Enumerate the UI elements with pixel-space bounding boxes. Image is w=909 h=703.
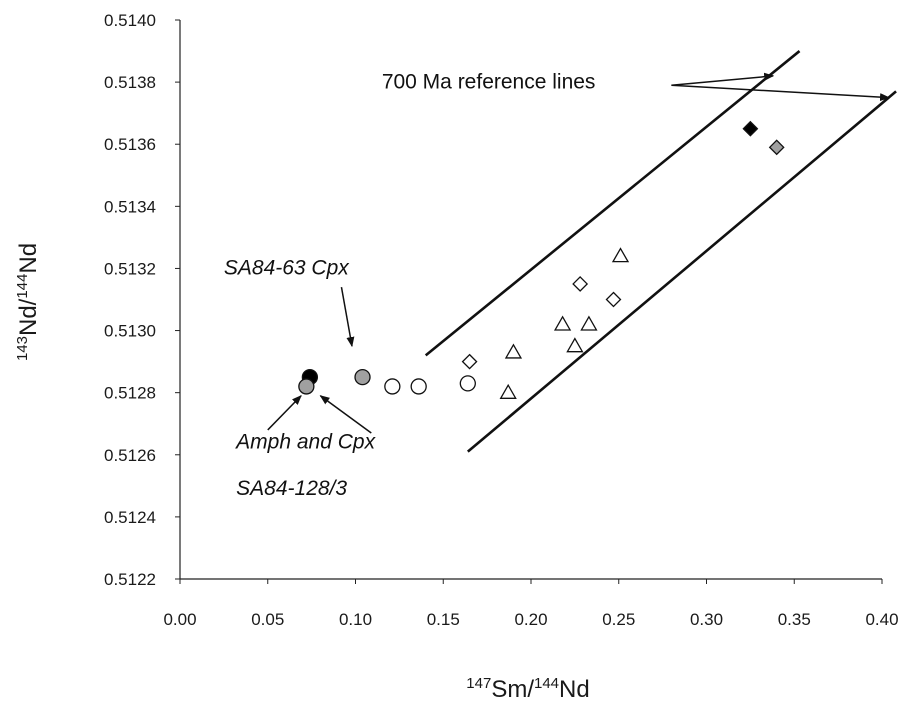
y-tick-label: 0.5130: [104, 322, 156, 341]
annotation-label: SA84-128/3: [236, 477, 347, 500]
data-point-triangle: [566, 337, 584, 353]
y-axis-title: 143Nd/144Nd: [14, 243, 42, 361]
data-point-triangle: [580, 315, 598, 331]
y-tick-label: 0.5126: [104, 446, 156, 465]
data-point-circle: [384, 378, 401, 395]
x-tick-label: 0.30: [690, 610, 723, 629]
x-tick-label: 0.25: [602, 610, 635, 629]
x-axis-title-main: Sm/: [491, 676, 534, 703]
x-tick-label: 0.35: [778, 610, 811, 629]
reference-lines: [424, 50, 897, 453]
x-tick-label: 0.10: [339, 610, 372, 629]
annotation-arrow: [671, 84, 891, 102]
y-axis-title-tail: Nd: [15, 243, 42, 274]
data-point-diamond: [461, 353, 478, 370]
annotation-label: 700 Ma reference lines: [382, 70, 596, 93]
y-tick-label: 0.5134: [104, 197, 156, 216]
data-point-circle: [459, 375, 476, 392]
reference-line: [466, 90, 897, 453]
annotations: 700 Ma reference lines SA84-63 Cpx Amph an…: [224, 70, 891, 500]
data-point-circle: [298, 378, 315, 395]
data-point-circle: [410, 378, 427, 395]
data-point-diamond: [605, 291, 622, 308]
y-tick-label: 0.5132: [104, 259, 156, 278]
data-point-triangle: [504, 343, 523, 359]
x-axis-title-sup1: 147: [466, 675, 491, 692]
annotation-arrow: [340, 286, 355, 348]
data-point-circle: [354, 368, 371, 386]
x-axis-title: 147Sm/144Nd: [466, 675, 589, 703]
annotation-arrow: [671, 72, 775, 86]
data-point-triangle: [553, 315, 572, 331]
x-axis-title-sup2: 144: [534, 675, 559, 692]
reference-line: [424, 50, 801, 357]
data-point-diamond: [768, 139, 785, 156]
y-tick-label: 0.5122: [104, 570, 156, 589]
x-tick-label: 0.00: [163, 610, 196, 629]
axes: 0.00 0.05 0.10 0.15 0.20 0.25 0.30 0.35 0.40 0.51…: [104, 11, 899, 629]
data-points: [298, 120, 785, 399]
y-tick-label: 0.5138: [104, 73, 156, 92]
annotation-label: Amph and Cpx: [234, 431, 376, 454]
x-axis-title-tail: Nd: [559, 676, 590, 703]
annotation-arrow: [267, 395, 302, 431]
y-axis-title-main: Nd/: [15, 298, 42, 336]
y-tick-label: 0.5140: [104, 11, 156, 30]
y-axis-title-sup1: 143: [14, 336, 31, 361]
data-point-triangle: [499, 383, 517, 399]
y-tick-label: 0.5124: [104, 508, 156, 527]
x-tick-label: 0.05: [251, 610, 284, 629]
y-tick-label: 0.5128: [104, 384, 156, 403]
y-tick-label: 0.5136: [104, 135, 156, 154]
x-tick-label: 0.20: [514, 610, 547, 629]
x-tick-label: 0.15: [427, 610, 460, 629]
annotation-label: SA84-63 Cpx: [224, 257, 350, 280]
y-axis-title-sup2: 144: [14, 274, 31, 299]
data-point-diamond: [572, 276, 589, 292]
data-point-diamond: [742, 120, 759, 137]
x-tick-label: 0.40: [865, 610, 898, 629]
annotation-arrow: [319, 395, 372, 434]
data-point-triangle: [611, 247, 630, 263]
